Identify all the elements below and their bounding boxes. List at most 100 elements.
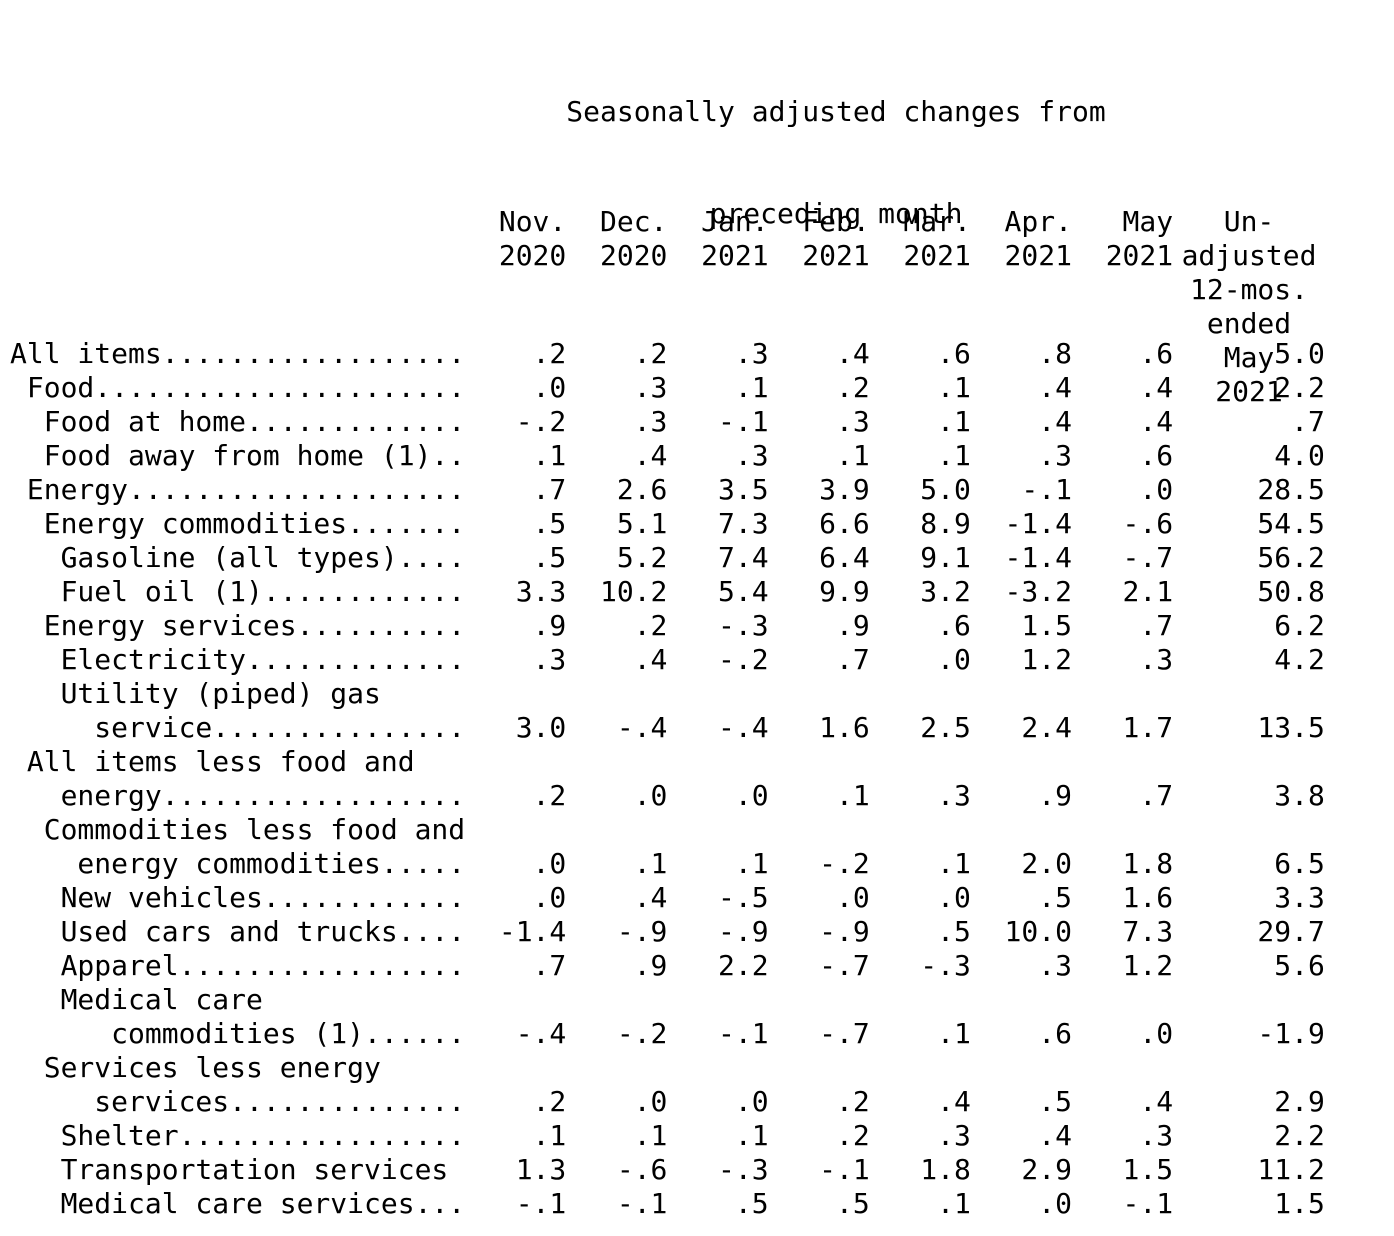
value-month-0: .1 xyxy=(532,1119,567,1152)
table-row: Used cars and trucks.... -1.4 -.9 -.9 -.9 .5 1… xyxy=(10,915,1325,949)
value-month-4: 5.0 xyxy=(920,473,971,506)
value-month-5: .9 xyxy=(1038,779,1072,812)
value-month-6: 1.5 xyxy=(1122,1153,1174,1186)
value-month-3: -.7 xyxy=(819,1017,870,1050)
row-label: Services less energy xyxy=(10,1051,381,1084)
label-column-spacer xyxy=(10,205,465,273)
value-month-3: 9.9 xyxy=(819,575,870,608)
table-row: Energy services.......... .9 .2 -.3 .9 .6 1.5.… xyxy=(10,609,1325,643)
unadjusted-column-header: Un-adjusted 12-mos. ended May 2021 xyxy=(1173,103,1325,409)
value-month-4: .0 xyxy=(937,881,971,914)
value-month-5: .6 xyxy=(1038,1017,1072,1050)
value-month-6: .3 xyxy=(1139,1119,1174,1152)
value-12mo: 6.2 xyxy=(1274,609,1325,642)
value-month-3: -.1 xyxy=(819,1153,870,1186)
value-12mo: 2.9 xyxy=(1274,1085,1325,1118)
month-header-1: Dec. 2020 xyxy=(566,205,667,273)
value-month-3: .5 xyxy=(835,1187,870,1220)
value-month-2: 7.3 xyxy=(717,507,769,540)
value-month-3: .4 xyxy=(835,337,870,370)
value-month-2: 2.2 xyxy=(717,949,769,982)
value-month-5: 1.2 xyxy=(1021,643,1072,676)
month-name: Dec. xyxy=(599,205,668,238)
value-month-3: 1.6 xyxy=(819,711,870,744)
value-month-6: .0 xyxy=(1139,473,1174,506)
table-row: Shelter................. .1 .1 .1 .2 .3 .4 .3 2.… xyxy=(10,1119,1325,1153)
table-row: All items.................. .2 .2 .3 .4 .6 .8.… xyxy=(10,337,1325,371)
value-12mo: 5.6 xyxy=(1274,949,1325,982)
value-month-0: .2 xyxy=(532,779,567,812)
month-name: Jan. xyxy=(701,205,769,238)
value-month-2: .1 xyxy=(734,371,769,404)
value-month-6: 1.8 xyxy=(1122,847,1174,880)
value-month-6: 1.2 xyxy=(1122,949,1174,982)
table-row: Fuel oil (1)............ 3.3 10.2 5.4 9.9 3.2… xyxy=(10,575,1325,609)
value-12mo: 2.2 xyxy=(1274,371,1325,404)
value-month-6: .6 xyxy=(1139,439,1174,472)
value-month-2: .5 xyxy=(734,1187,769,1220)
table-title-line1: Seasonally adjusted changes from xyxy=(566,95,1106,128)
table-row: Medical care xyxy=(10,983,1325,1017)
value-month-0: .5 xyxy=(532,541,567,574)
table-body: All items.................. .2.2.3.4.6.8.… xyxy=(10,337,1325,1221)
value-month-6: .6 xyxy=(1139,337,1174,370)
row-label: Energy services.......... xyxy=(10,609,466,642)
value-month-5: .5 xyxy=(1038,881,1072,914)
value-month-5: .3 xyxy=(1038,439,1072,472)
row-label: Apparel................. xyxy=(10,949,466,982)
table-row: Commodities less food and xyxy=(10,813,1325,847)
value-month-5: 10.0 xyxy=(1004,915,1072,948)
row-label: Energy commodities....... xyxy=(10,507,466,540)
value-month-4: .5 xyxy=(937,915,971,948)
value-month-1: .2 xyxy=(633,609,668,642)
row-label: Shelter................. xyxy=(10,1119,466,1152)
unadjusted-header-line: Un- xyxy=(1223,205,1275,238)
month-header-4: Mar. 2021 xyxy=(870,205,970,273)
value-month-3: -.9 xyxy=(819,915,870,948)
value-month-5: .4 xyxy=(1038,1119,1072,1152)
month-name: May xyxy=(1122,205,1174,238)
value-month-1: .3 xyxy=(633,405,668,438)
month-year: 2021 xyxy=(1105,239,1174,272)
value-month-4: 3.2 xyxy=(920,575,971,608)
value-month-3: .1 xyxy=(835,779,870,812)
row-label: Medical care xyxy=(10,983,263,1016)
value-month-2: -.3 xyxy=(717,1153,769,1186)
value-month-2: .3 xyxy=(734,337,769,370)
value-month-2: -.1 xyxy=(717,1017,769,1050)
value-month-4: .1 xyxy=(937,1017,971,1050)
value-month-1: 10.2 xyxy=(599,575,668,608)
row-label: Food at home............. xyxy=(10,405,466,438)
value-month-5: -1.4 xyxy=(1004,507,1072,540)
value-month-2: -.9 xyxy=(717,915,769,948)
value-month-0: .9 xyxy=(532,609,567,642)
value-month-6: .4 xyxy=(1139,371,1174,404)
value-month-3: .0 xyxy=(835,881,870,914)
value-month-3: .9 xyxy=(835,609,870,642)
table-row: Electricity............. .3 .4 -.2 .7 .0 1.2 .3… xyxy=(10,643,1325,677)
month-name: Nov. xyxy=(498,205,567,238)
month-column-headers: Nov. 2020 Dec. 2020 Jan. 2021 Feb. 2021 Mar. 2021… xyxy=(10,205,1173,273)
value-month-5: .0 xyxy=(1038,1187,1072,1220)
value-month-5: -1.4 xyxy=(1004,541,1072,574)
row-label: Fuel oil (1)............ xyxy=(10,575,466,608)
value-month-1: -.4 xyxy=(616,711,668,744)
value-month-3: 3.9 xyxy=(819,473,870,506)
value-12mo: 50.8 xyxy=(1257,575,1325,608)
value-month-4: -.3 xyxy=(920,949,971,982)
value-month-5: -3.2 xyxy=(1004,575,1072,608)
value-month-4: .1 xyxy=(937,1187,971,1220)
row-label: energy.................. xyxy=(10,779,466,812)
row-label: services.............. xyxy=(10,1085,466,1118)
value-month-3: -.2 xyxy=(819,847,870,880)
value-month-5: 2.4 xyxy=(1021,711,1072,744)
value-month-2: .1 xyxy=(734,847,769,880)
value-month-1: 5.1 xyxy=(616,507,668,540)
value-month-3: -.7 xyxy=(819,949,870,982)
row-label: Electricity............. xyxy=(10,643,466,676)
value-12mo: 1.5 xyxy=(1274,1187,1325,1220)
value-month-2: -.4 xyxy=(717,711,769,744)
month-header-3: Feb. 2021 xyxy=(769,205,869,273)
value-month-4: .6 xyxy=(937,609,971,642)
value-month-3: .2 xyxy=(835,371,870,404)
